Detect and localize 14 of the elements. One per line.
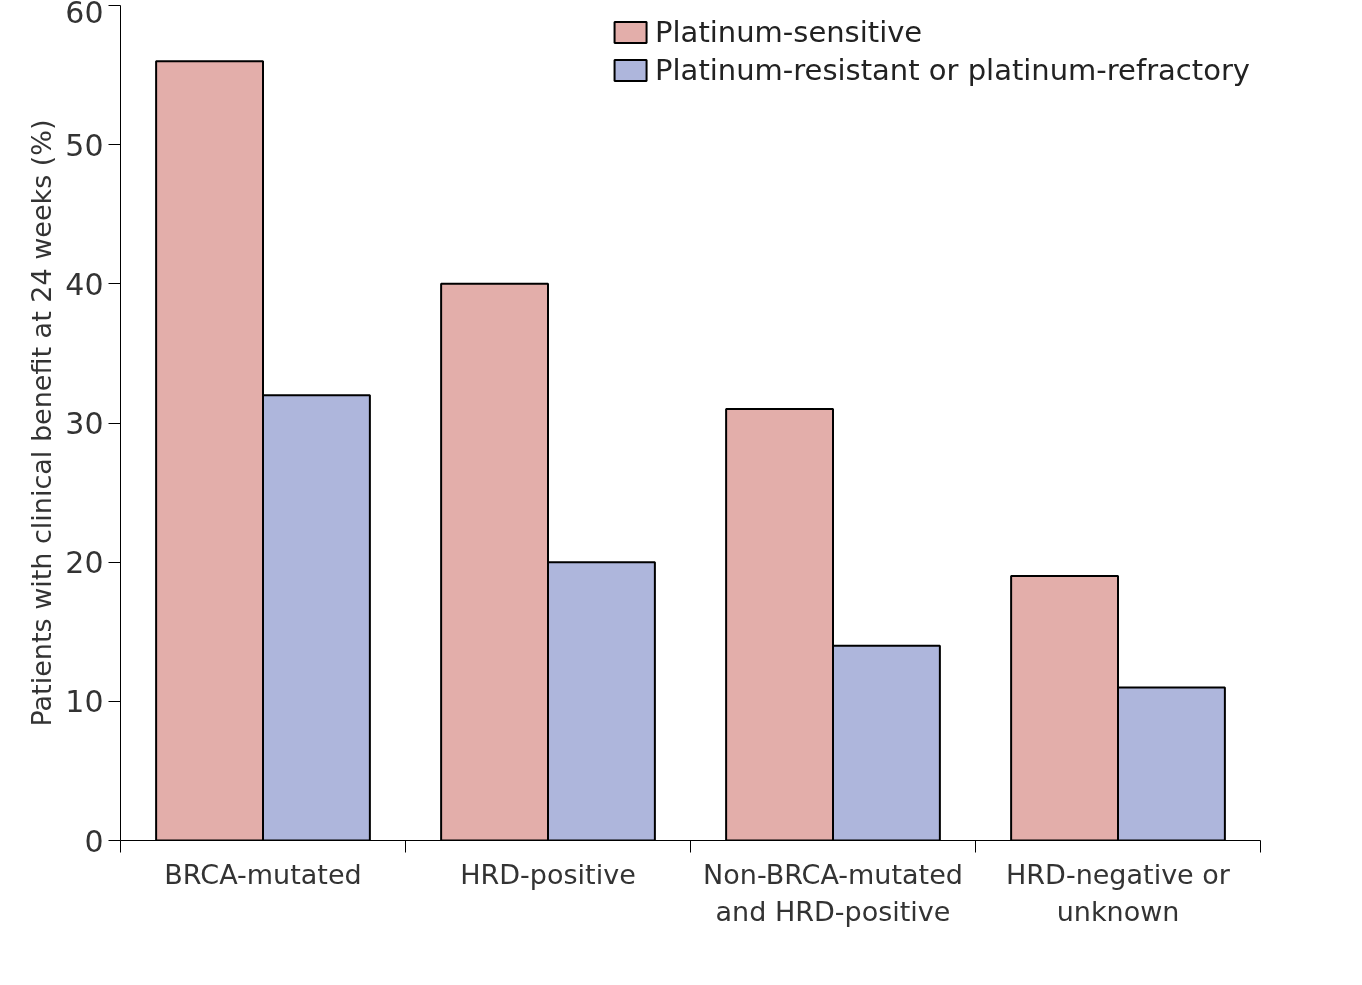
y-tick-label: 10 — [65, 684, 104, 720]
y-tick-label: 40 — [65, 266, 104, 302]
x-tick-label: BRCA-mutated — [164, 858, 362, 890]
legend-label: Platinum-resistant or platinum-refractory — [655, 53, 1250, 87]
legend-label: Platinum-sensitive — [655, 15, 923, 49]
x-tick-label: HRD-negative or unknown — [1006, 858, 1231, 927]
y-tick-label: 60 — [65, 0, 104, 30]
y-tick-label: 0 — [84, 823, 104, 859]
x-tick-label: Non-BRCA-mutated and HRD-positive — [703, 858, 963, 927]
y-tick-label: 20 — [65, 545, 104, 581]
y-axis-title: Patients with clinical benefit at 24 weeks (%) — [26, 119, 58, 727]
y-tick-label: 30 — [65, 406, 104, 441]
x-tick-label: HRD-positive — [460, 858, 636, 890]
y-tick-label: 50 — [65, 127, 104, 163]
